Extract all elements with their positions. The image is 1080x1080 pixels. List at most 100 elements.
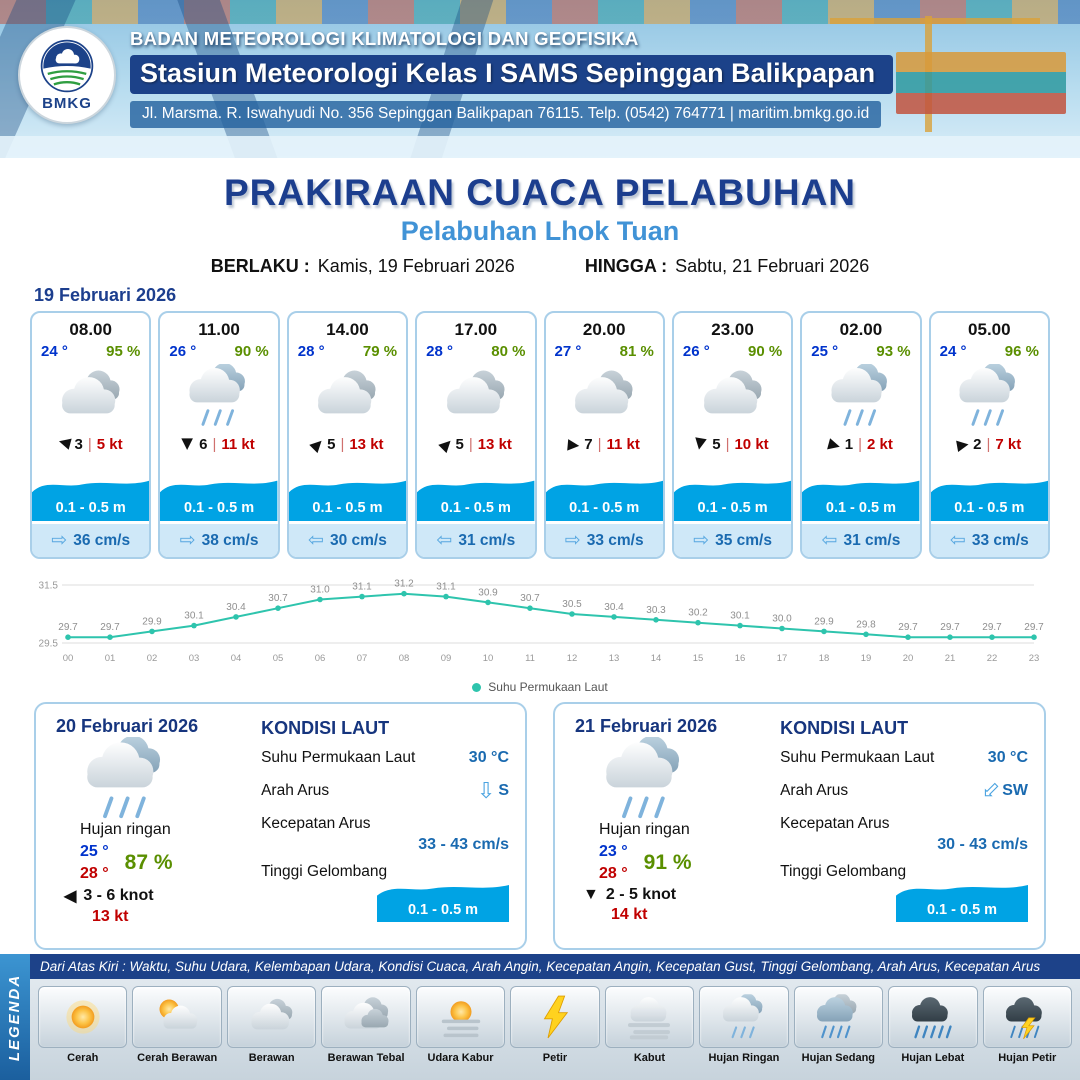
daily-forecast-card: 20 Februari 2026 Hujan ringan 25 ° 28 ° … [34,702,527,950]
svg-text:14: 14 [651,653,662,664]
svg-text:29.9: 29.9 [814,616,834,627]
current-direction-icon: ⇦ [436,530,453,551]
weather-icon [289,360,406,432]
current-direction-label: Arah Arus [261,782,330,799]
current-strip: ⇦ 31 cm/s [417,521,535,557]
forecast-humidity: 80 % [491,343,526,360]
legend-weather-icon [999,994,1055,1040]
wind-row: ▶ 3 | 5 kt [32,432,149,456]
legend-weather-icon [527,994,583,1040]
sea-current-direction-icon: ⇩ [974,775,1006,807]
svg-text:29.8: 29.8 [856,619,876,630]
forecast-humidity: 95 % [106,343,141,360]
svg-text:22: 22 [987,653,998,664]
svg-text:29.7: 29.7 [100,622,120,633]
svg-text:29.7: 29.7 [982,622,1002,633]
forecast-temperature: 27 ° [554,343,582,360]
svg-text:30.0: 30.0 [772,614,792,625]
daily-condition: Hujan ringan [599,821,690,838]
forecast-card: 20.00 27 ° 81 % ▶ 7 | 11 kt 0.1 - 0.5 m … [543,311,665,559]
sea-wave-box: 0.1 - 0.5 m [896,878,1028,922]
svg-text:03: 03 [189,653,200,664]
wave-height: 0.1 - 0.5 m [954,500,1025,516]
wave-height-band: 0.1 - 0.5 m [417,473,535,521]
svg-text:30.1: 30.1 [730,611,750,622]
forecast-humidity: 96 % [1004,343,1039,360]
wave-icon [802,480,920,521]
svg-text:16: 16 [735,653,746,664]
forecast-humidity: 79 % [362,343,398,360]
page-title: PRAKIRAAN CUACA PELABUHAN [223,172,857,213]
current-speed: 31 cm/s [458,531,516,549]
wind-row: ▶ 2 | 7 kt [931,432,1048,456]
daily-gust: 14 kt [611,906,648,924]
current-speed: 38 cm/s [201,531,259,549]
forecast-temperature: 26 ° [169,343,197,360]
agency-name: BADAN METEOROLOGI KLIMATOLOGI DAN GEOFIS… [130,28,639,49]
daily-temp-min: 23 ° [599,843,628,860]
svg-text:30.7: 30.7 [520,593,540,604]
current-strip: ⇨ 33 cm/s [545,521,663,557]
current-direction-value: S [498,782,509,799]
svg-text:31.2: 31.2 [394,579,414,590]
sea-wave-value: 0.1 - 0.5 m [926,902,998,918]
wind-direction-icon: ▶ [180,438,197,450]
wave-label: Tinggi Gelombang [261,863,388,880]
sea-current-speed-value: 30 - 43 cm/s [937,836,1028,853]
daily-temp-min: 25 ° [80,843,109,860]
sst-chart: 29.5 31.5 29.7 00 29.7 01 29.9 02 30.1 03 30.4 04 30… [39,579,1045,664]
legend-label: Petir [542,1052,568,1064]
svg-text:30.5: 30.5 [562,599,582,610]
bmkg-emblem-icon [40,39,94,93]
svg-text:29.9: 29.9 [142,616,162,627]
port-name: Pelabuhan Lhok Tuan [400,216,680,246]
current-strip: ⇨ 35 cm/s [673,521,792,557]
sst-label: Suhu Permukaan Laut [261,749,416,766]
wave-icon [930,480,1048,521]
forecast-time: 02.00 [839,320,883,339]
wave-height-band: 0.1 - 0.5 m [32,473,150,521]
current-direction-icon: ⇦ [308,530,324,551]
svg-text:08: 08 [399,653,410,664]
legend-label: Berawan Tebal [327,1052,405,1064]
sst-value: 30 °C [468,749,509,766]
wind-separator: | [858,435,863,453]
legend-label: Udara Kabur [427,1052,494,1064]
wind-separator: | [468,435,473,453]
current-direction-icon: ⇨ [564,530,581,551]
svg-text:31.1: 31.1 [352,582,372,593]
svg-text:30.2: 30.2 [688,608,708,619]
wind-row: ▶ 5 | 10 kt [674,432,791,456]
legend-description: Dari Atas Kiri : Waktu, Suhu Udara, Kele… [30,954,1080,979]
current-strip: ⇨ 38 cm/s [160,521,278,557]
sea-current-direction-icon: ⇩ [476,778,496,803]
daily-forecast-card: 21 Februari 2026 Hujan ringan 23 ° 28 ° … [553,702,1046,950]
wind-separator: | [340,435,345,453]
legend-label: Berawan [248,1052,295,1064]
current-speed: 33 cm/s [971,531,1029,549]
legend-weather-icon [621,994,677,1040]
wind-row: ▶ 5 | 13 kt [417,432,534,456]
sea-wave-box: 0.1 - 0.5 m [377,878,509,922]
daily-gust: 13 kt [92,908,129,926]
legend-item: Petir [510,986,600,1077]
forecast-card: 02.00 25 ° 93 % ▶ 1 | 2 kt 0.1 - 0.5 m ⇦… [800,311,922,559]
wind-speed: 11 kt [221,435,255,453]
daily-weather-icon [591,737,699,821]
valid-from-label: BERLAKU : [210,256,310,276]
wind-speed: 5 kt [96,435,123,453]
current-direction-label: Arah Arus [780,782,849,799]
legend-section: LEGENDA Dari Atas Kiri : Waktu, Suhu Uda… [0,954,1080,1080]
svg-text:29.5: 29.5 [39,639,59,650]
legend-weather-icon [244,994,300,1040]
wind-speed: 13 kt [477,435,512,453]
weather-icon [160,360,277,432]
wave-height: 0.1 - 0.5 m [184,500,255,516]
current-speed: 33 cm/s [586,531,644,549]
forecast-humidity: 81 % [619,343,654,360]
weather-icon [802,360,919,432]
wind-value: 6 [199,435,208,453]
wind-value: 2 [973,435,982,453]
weather-icon [674,360,791,432]
forecast-temperature: 26 ° [682,343,710,360]
